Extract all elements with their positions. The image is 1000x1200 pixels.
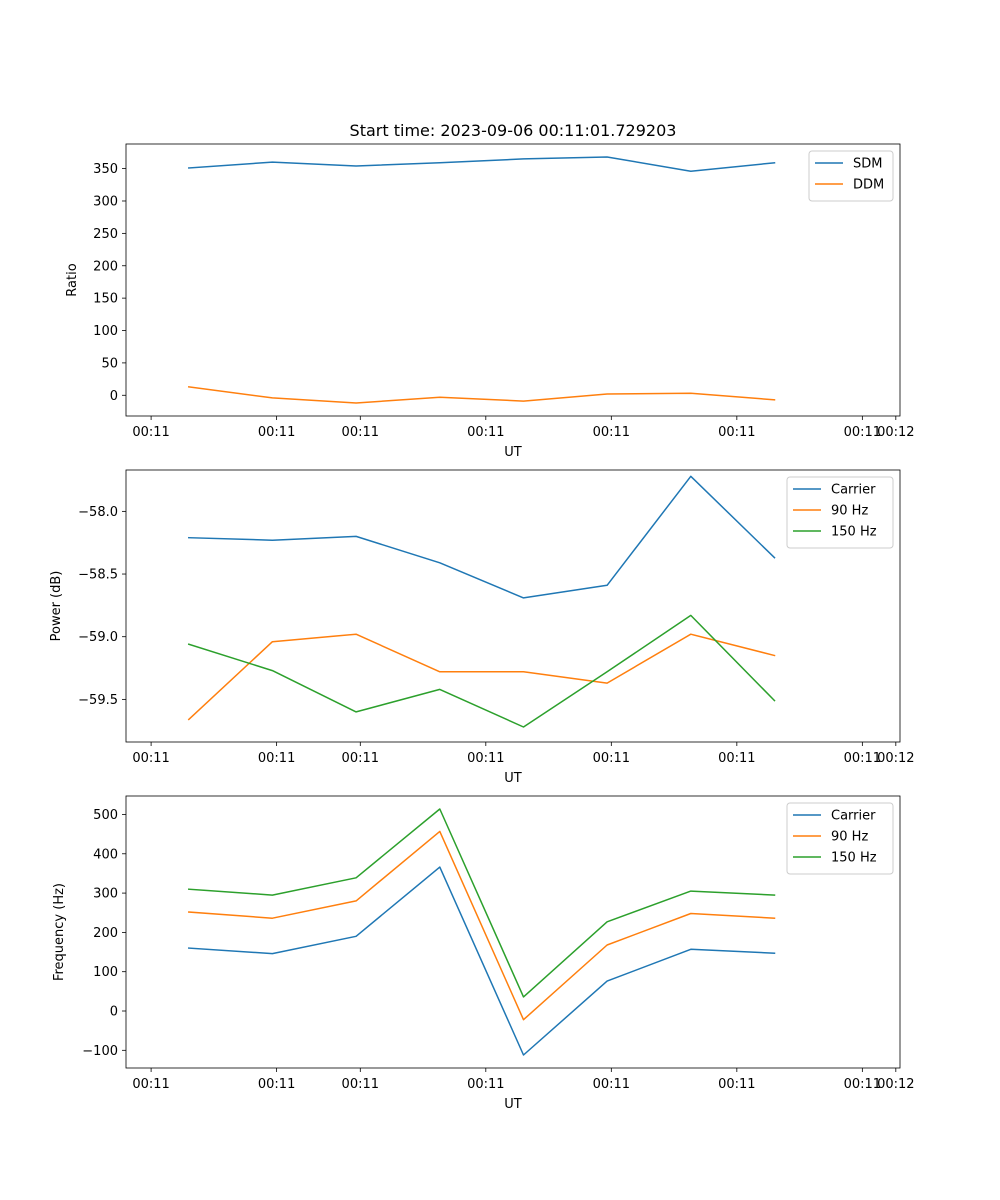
x-tick-label: 00:11 <box>593 751 630 766</box>
legend: Carrier 90 Hz 150 Hz <box>786 476 894 549</box>
x-tick-label: 00:11 <box>467 425 504 440</box>
series-line-150-hz <box>187 808 776 998</box>
series-line-carrier <box>188 866 776 1056</box>
x-tick-label: 00:11 <box>258 425 295 440</box>
y-tick-label: 100 <box>93 965 118 980</box>
x-tick-label: 00:12 <box>877 751 914 766</box>
x-tick-label: 00:11 <box>718 751 755 766</box>
legend: SDM DDM <box>808 150 894 202</box>
legend-label-carrier: Carrier <box>831 809 876 824</box>
chart-panel-3: 00:11 00:11 00:11 00:11 00:11 00:11 00:1100:12… <box>52 795 915 1112</box>
axes-frame <box>125 469 901 743</box>
x-tick-label: 00:11 <box>718 425 755 440</box>
x-tick-label: 00:11 <box>342 751 379 766</box>
y-tick-label: −100 <box>82 1044 118 1059</box>
x-tick-label: 00:11 <box>258 751 295 766</box>
y-tick-label: 200 <box>93 926 118 941</box>
series-line-150-hz <box>187 614 776 728</box>
x-tick-label: 00:11 <box>467 751 504 766</box>
x-tick-label: 00:11 <box>593 1077 630 1092</box>
y-tick-label: 150 <box>93 292 118 307</box>
y-tick-label: 400 <box>93 847 118 862</box>
y-axis-title: Ratio <box>65 263 80 296</box>
x-axis-title: UT <box>504 1097 522 1112</box>
chart-panel-2: 00:11 00:11 00:11 00:11 00:11 00:11 00:1100:12… <box>49 469 915 786</box>
x-axis-title: UT <box>504 445 522 460</box>
figure-title: Start time: 2023-09-06 00:11:01.729203 <box>350 121 677 140</box>
y-tick-label: 300 <box>93 194 118 209</box>
legend: Carrier 90 Hz 150 Hz <box>786 802 894 875</box>
x-tick-label: 00:12 <box>877 1077 914 1092</box>
x-tick-label: 00:11 <box>258 1077 295 1092</box>
x-tick-label: 00:11 <box>132 751 169 766</box>
y-tick-label: 300 <box>93 887 118 902</box>
x-axis-title: UT <box>504 771 522 786</box>
legend-label-90-hz: 90 Hz <box>831 830 868 845</box>
series-line-sdm <box>187 156 776 172</box>
x-tick-label: 00:11 <box>132 1077 169 1092</box>
y-tick-label: −59.0 <box>78 630 118 645</box>
series-line-ddm <box>187 386 776 404</box>
y-tick-label: 0 <box>110 1005 118 1020</box>
legend-label-150-hz: 150 Hz <box>831 851 877 866</box>
legend-label-carrier: Carrier <box>831 483 876 498</box>
y-tick-label: −59.5 <box>78 693 118 708</box>
y-tick-label: 0 <box>110 389 118 404</box>
legend-label-ddm: DDM <box>853 178 884 193</box>
x-tick-label: 00:11 <box>132 425 169 440</box>
series-line-90-hz <box>187 633 776 721</box>
x-tick-label: 00:11 <box>342 425 379 440</box>
x-tick-label: 00:11 <box>467 1077 504 1092</box>
legend-label-sdm: SDM <box>853 157 882 172</box>
x-tick-label: 00:11 <box>844 751 881 766</box>
y-tick-label: 50 <box>101 356 118 371</box>
panels: 00:11 00:11 00:11 00:11 00:11 00:11 00:1100:12… <box>49 143 915 1112</box>
chart-panel-1: 00:11 00:11 00:11 00:11 00:11 00:11 00:1100:12… <box>65 143 915 460</box>
x-tick-label: 00:11 <box>593 425 630 440</box>
x-tick-label: 00:12 <box>877 425 914 440</box>
y-axis-title: Power (dB) <box>49 571 64 642</box>
series-line-carrier <box>188 475 776 599</box>
y-tick-label: 350 <box>93 162 118 177</box>
y-tick-label: 250 <box>93 227 118 242</box>
x-tick-label: 00:11 <box>844 425 881 440</box>
legend-label-150-hz: 150 Hz <box>831 525 877 540</box>
legend-label-90-hz: 90 Hz <box>831 504 868 519</box>
x-tick-label: 00:11 <box>844 1077 881 1092</box>
series-line-90-hz <box>187 830 776 1021</box>
y-tick-label: 200 <box>93 259 118 274</box>
y-axis-title: Frequency (Hz) <box>52 883 67 981</box>
x-tick-label: 00:11 <box>342 1077 379 1092</box>
y-tick-label: −58.0 <box>78 505 118 520</box>
x-tick-label: 00:11 <box>718 1077 755 1092</box>
y-tick-label: −58.5 <box>78 568 118 583</box>
y-tick-label: 500 <box>93 808 118 823</box>
y-tick-label: 100 <box>93 324 118 339</box>
axes-frame <box>125 143 901 417</box>
